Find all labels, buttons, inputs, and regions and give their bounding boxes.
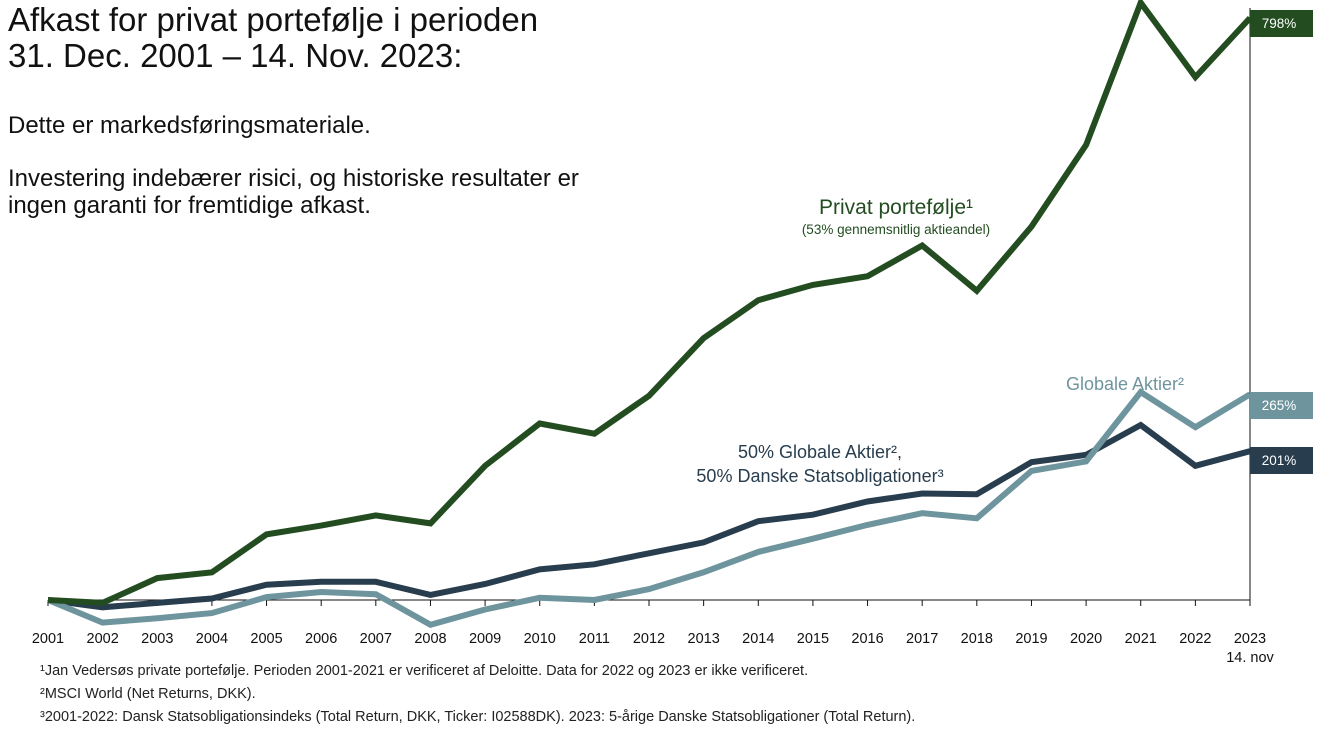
footnote-1: ¹Jan Vedersøs private portefølje. Period…: [40, 663, 809, 679]
end-label-privat-box: [1250, 10, 1313, 37]
x-tick-label: 2004: [196, 631, 228, 647]
x-tick-label: 2010: [524, 631, 556, 647]
x-tick-label: 2013: [688, 631, 720, 647]
x-tick-label: 2020: [1070, 631, 1102, 647]
x-tick-label: 2018: [961, 631, 993, 647]
chart-title: Afkast for privat portefølje i perioden …: [8, 2, 538, 74]
x-tick-labels: 2001 2002 2003 2004 2005 2006 2007 2008 2009 2010…: [32, 631, 1275, 666]
end-label-mix: 201%: [1262, 453, 1297, 468]
series-line-mix: [47, 421, 1251, 611]
footnote-2: ²MSCI World (Net Returns, DKK).: [40, 686, 256, 702]
risk-disclaimer: Investering indebærer risici, og histori…: [8, 165, 579, 219]
x-tick-label: 2016: [851, 631, 883, 647]
marketing-disclaimer: Dette er markedsføringsmateriale.: [8, 112, 371, 139]
chart-title-line1: Afkast for privat portefølje i perioden: [8, 1, 539, 38]
x-tick-label: 2007: [360, 631, 392, 647]
series-lines: [46, 0, 1253, 629]
series-label-globale: Globale Aktier²: [1066, 374, 1184, 394]
end-value-labels: 798% 265% 201%: [1250, 10, 1313, 474]
series-label-mix-line1: 50% Globale Aktier²,: [738, 442, 902, 462]
x-tick-label: 2009: [469, 631, 501, 647]
series-line-globale: [46, 388, 1252, 629]
x-tick-label: 2012: [633, 631, 665, 647]
series-line-privat: [47, 0, 1253, 606]
risk-disclaimer-line2: ingen garanti for fremtidige afkast.: [8, 192, 371, 219]
end-label-privat: 798%: [1262, 16, 1297, 31]
x-tick-label: 2002: [87, 631, 119, 647]
x-tick-label: 2005: [250, 631, 282, 647]
x-tick-label: 2023: [1234, 631, 1266, 647]
footnote-3: ³2001-2022: Dansk Statsobligationsindeks…: [40, 709, 916, 725]
series-labels: Privat portefølje¹ (53% gennemsnitlig ak…: [696, 196, 1184, 486]
x-tick-label: 2017: [906, 631, 938, 647]
x-tick-label: 2021: [1125, 631, 1157, 647]
footnotes: ¹Jan Vedersøs private portefølje. Period…: [40, 660, 915, 729]
x-tick-label: 2014: [742, 631, 774, 647]
series-sublabel-privat: (53% gennemsnitlig aktieandel): [802, 222, 990, 237]
series-label-mix-line2: 50% Danske Statsobligationer³: [696, 466, 943, 486]
series-label-privat: Privat portefølje¹: [819, 196, 973, 219]
end-label-globale: 265%: [1262, 398, 1297, 413]
x-tick-label: 2011: [579, 631, 610, 647]
x-tick-label: 2008: [414, 631, 446, 647]
risk-disclaimer-line1: Investering indebærer risici, og histori…: [8, 165, 579, 192]
chart-title-line2: 31. Dec. 2001 – 14. Nov. 2023:: [8, 37, 463, 74]
x-tick-label: 2006: [305, 631, 337, 647]
x-tick-label: 2015: [797, 631, 829, 647]
x-tick-label: 2019: [1015, 631, 1047, 647]
x-tick-sublabel: 14. nov: [1226, 650, 1274, 666]
chart-axes: [47, 8, 1251, 606]
x-tick-label: 2003: [141, 631, 173, 647]
end-label-globale-box: [1250, 392, 1313, 419]
marketing-disclaimer-text: Dette er markedsføringsmateriale.: [8, 112, 371, 139]
x-tick-label: 2022: [1179, 631, 1211, 647]
end-label-mix-box: [1250, 447, 1313, 474]
x-tick-label: 2001: [32, 631, 64, 647]
